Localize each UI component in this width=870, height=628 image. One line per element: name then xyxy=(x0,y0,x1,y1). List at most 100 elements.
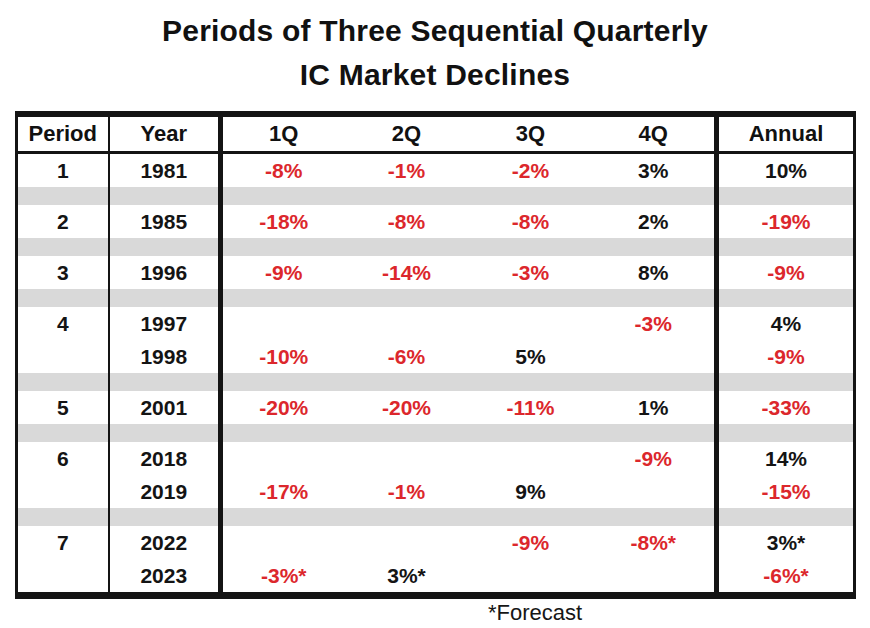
separator-row xyxy=(17,289,855,307)
separator-cell xyxy=(109,187,221,205)
cell-q2-2022 xyxy=(345,526,469,559)
cell-year-1985: 1985 xyxy=(109,205,221,238)
cell-q4-1996: 8% xyxy=(593,256,717,289)
separator-cell xyxy=(469,187,593,205)
column-header-period: Period xyxy=(17,114,109,153)
data-row-2019: 2019-17%-1%9%-15% xyxy=(17,475,855,508)
separator-cell xyxy=(717,508,855,526)
cell-annual-1996: -9% xyxy=(717,256,855,289)
data-row-2023: 2023-3%*3%* -6%* xyxy=(17,559,855,596)
cell-q2-2018 xyxy=(345,442,469,475)
figure-title-line1: Periods of Three Sequential Quarterly xyxy=(0,9,870,53)
column-header-annual: Annual xyxy=(717,114,855,153)
cell-year-2018: 2018 xyxy=(109,442,221,475)
column-header-year: Year xyxy=(109,114,221,153)
cell-q4-2023 xyxy=(593,559,717,596)
cell-q3-2022: -9% xyxy=(469,526,593,559)
cell-year-2023: 2023 xyxy=(109,559,221,596)
figure-title: Periods of Three Sequential Quarterly IC… xyxy=(0,0,870,97)
separator-cell xyxy=(17,289,109,307)
header-row: PeriodYear1Q2Q3Q4QAnnual xyxy=(17,114,855,153)
cell-year-2022: 2022 xyxy=(109,526,221,559)
cell-q1-1981: -8% xyxy=(221,153,345,188)
cell-q3-1997 xyxy=(469,307,593,340)
separator-row xyxy=(17,238,855,256)
cell-q1-1997 xyxy=(221,307,345,340)
cell-period-1996: 3 xyxy=(17,256,109,289)
separator-cell xyxy=(109,238,221,256)
table-body: 11981-8%-1%-2%3%10%21985-18%-8%-8%2%-19%… xyxy=(17,153,855,596)
separator-cell xyxy=(221,238,345,256)
cell-q2-1981: -1% xyxy=(345,153,469,188)
cell-q1-2022 xyxy=(221,526,345,559)
separator-cell xyxy=(345,187,469,205)
forecast-footnote: *Forecast xyxy=(0,601,870,625)
data-row-2018: 62018-9%14% xyxy=(17,442,855,475)
separator-cell xyxy=(17,238,109,256)
data-row-1997: 41997-3%4% xyxy=(17,307,855,340)
separator-cell xyxy=(593,508,717,526)
table-header: PeriodYear1Q2Q3Q4QAnnual xyxy=(17,114,855,153)
cell-q2-1997 xyxy=(345,307,469,340)
separator-row xyxy=(17,508,855,526)
cell-q3-1985: -8% xyxy=(469,205,593,238)
cell-q4-2001: 1% xyxy=(593,391,717,424)
cell-annual-2001: -33% xyxy=(717,391,855,424)
cell-q2-2019: -1% xyxy=(345,475,469,508)
separator-cell xyxy=(17,508,109,526)
separator-cell xyxy=(593,289,717,307)
cell-period-1998 xyxy=(17,340,109,373)
cell-q2-2001: -20% xyxy=(345,391,469,424)
cell-annual-1997: 4% xyxy=(717,307,855,340)
separator-cell xyxy=(469,508,593,526)
cell-annual-2019: -15% xyxy=(717,475,855,508)
separator-cell xyxy=(17,187,109,205)
separator-cell xyxy=(593,187,717,205)
cell-q4-2019 xyxy=(593,475,717,508)
cell-q4-2022: -8%* xyxy=(593,526,717,559)
cell-year-1997: 1997 xyxy=(109,307,221,340)
cell-annual-2023: -6%* xyxy=(717,559,855,596)
cell-annual-2022: 3%* xyxy=(717,526,855,559)
cell-q1-2023: -3%* xyxy=(221,559,345,596)
separator-cell xyxy=(109,424,221,442)
separator-cell xyxy=(221,187,345,205)
cell-q3-1998: 5% xyxy=(469,340,593,373)
cell-year-2019: 2019 xyxy=(109,475,221,508)
cell-q4-1985: 2% xyxy=(593,205,717,238)
cell-q3-1981: -2% xyxy=(469,153,593,188)
data-row-1985: 21985-18%-8%-8%2%-19% xyxy=(17,205,855,238)
separator-cell xyxy=(345,238,469,256)
cell-period-1985: 2 xyxy=(17,205,109,238)
cell-annual-1981: 10% xyxy=(717,153,855,188)
cell-q1-1996: -9% xyxy=(221,256,345,289)
cell-period-1997: 4 xyxy=(17,307,109,340)
separator-cell xyxy=(345,289,469,307)
separator-cell xyxy=(717,187,855,205)
separator-cell xyxy=(17,373,109,391)
separator-cell xyxy=(345,373,469,391)
separator-cell xyxy=(345,424,469,442)
cell-year-1998: 1998 xyxy=(109,340,221,373)
cell-q2-2023: 3%* xyxy=(345,559,469,596)
separator-cell xyxy=(469,238,593,256)
separator-cell xyxy=(593,424,717,442)
cell-q1-2001: -20% xyxy=(221,391,345,424)
separator-row xyxy=(17,424,855,442)
cell-year-1996: 1996 xyxy=(109,256,221,289)
cell-q4-2018: -9% xyxy=(593,442,717,475)
cell-q3-1996: -3% xyxy=(469,256,593,289)
separator-cell xyxy=(221,289,345,307)
cell-q2-1998: -6% xyxy=(345,340,469,373)
separator-cell xyxy=(221,424,345,442)
separator-cell xyxy=(17,424,109,442)
column-header-q3: 3Q xyxy=(469,114,593,153)
cell-annual-1998: -9% xyxy=(717,340,855,373)
cell-period-2001: 5 xyxy=(17,391,109,424)
cell-q3-2019: 9% xyxy=(469,475,593,508)
separator-cell xyxy=(345,508,469,526)
cell-period-2018: 6 xyxy=(17,442,109,475)
ic-declines-table: PeriodYear1Q2Q3Q4QAnnual 11981-8%-1%-2%3… xyxy=(15,111,856,599)
cell-period-2023 xyxy=(17,559,109,596)
data-row-1981: 11981-8%-1%-2%3%10% xyxy=(17,153,855,188)
